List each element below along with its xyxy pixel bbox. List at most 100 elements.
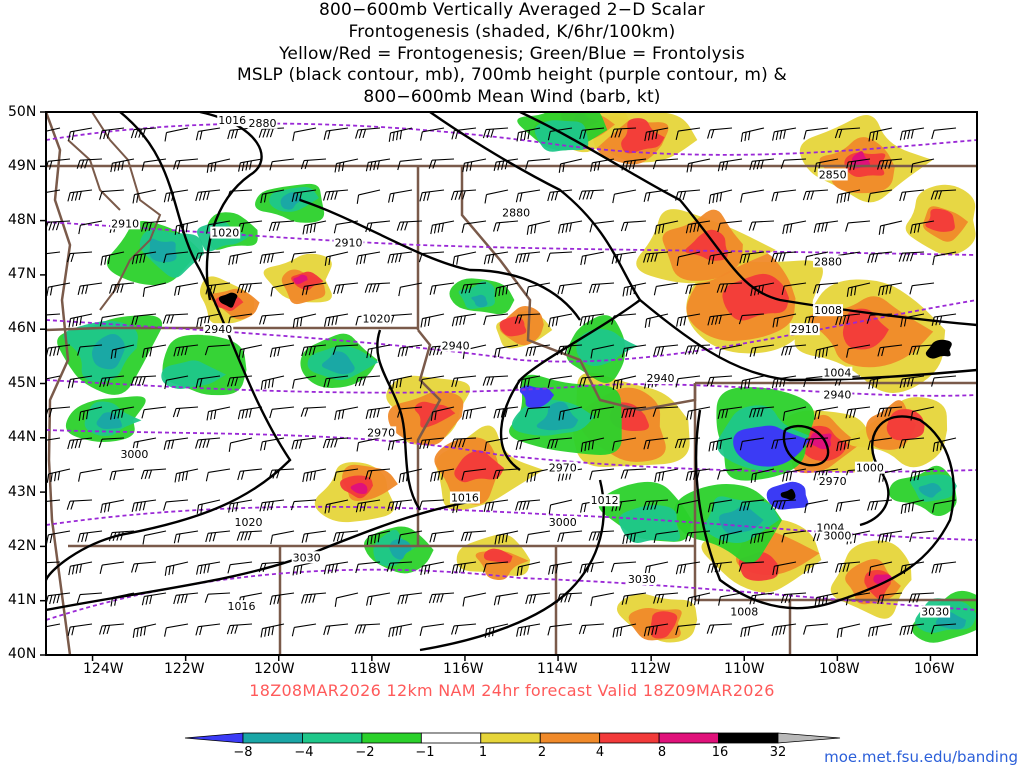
wind-barb-flag (164, 627, 167, 637)
wind-barb-flag (621, 161, 625, 171)
wind-barb-flag (99, 378, 103, 388)
wind-barb-staff (46, 189, 61, 194)
lat-label-50n: 50N (8, 104, 37, 120)
colorbar (184, 732, 841, 744)
wind-barb-flag (578, 625, 583, 635)
wind-barb-flag (497, 348, 501, 358)
wind-barb-flag (324, 317, 327, 327)
wind-barb-flag (355, 564, 359, 574)
source-credit-link[interactable]: moe.met.fsu.edu/banding (824, 748, 1018, 766)
wind-barb-flag (938, 563, 943, 573)
wind-barb-flag (465, 162, 469, 172)
wind-barb-flag (646, 501, 651, 511)
wind-barb-flag (57, 471, 61, 481)
wind-barb-flag (710, 129, 715, 139)
wind-barb-flag (843, 440, 847, 450)
wind-barb-flag (173, 160, 177, 170)
wind-barb-flag (582, 129, 587, 139)
wind-barb-staff (528, 282, 551, 288)
wind-barb-flag (401, 595, 405, 605)
wind-barb-flag (760, 159, 764, 169)
wind-barb-staff (80, 468, 103, 474)
wind-barb-flag (712, 194, 715, 204)
wind-barb-flag (312, 345, 316, 355)
wind-barb-flag (642, 501, 647, 511)
wind-barb-flag (492, 470, 497, 480)
wind-barb-flag (725, 408, 729, 418)
wind-barb-flag (498, 534, 501, 544)
wind-barb-flag (494, 287, 498, 297)
wind-barb-flag (619, 253, 623, 263)
wind-barb-flag (451, 130, 455, 140)
wind-barb-flag (564, 593, 569, 603)
wind-barb-flag (428, 159, 433, 169)
wind-barb-staff (166, 499, 189, 503)
wind-barb-flag (199, 626, 203, 636)
wind-barb-staff (208, 592, 231, 595)
wind-barb-flag (780, 159, 785, 169)
wind-barb-flag (166, 314, 171, 324)
wind-barb-flag (78, 411, 82, 421)
lat-label-44n: 44N (8, 429, 37, 445)
wind-barb-flag (821, 595, 825, 605)
wind-barb-staff (80, 344, 103, 348)
wind-barb-flag (557, 533, 561, 543)
wind-barb-flag (237, 471, 241, 481)
wind-barb-flag (783, 129, 786, 139)
wind-barb-flag (597, 409, 601, 419)
wind-barb-flag (761, 284, 764, 295)
wind-barb-flag (885, 285, 889, 295)
wind-barb-flag (781, 500, 786, 510)
wind-barb-flag (53, 346, 57, 356)
wind-barb-flag (455, 130, 459, 140)
wind-barb-flag (419, 379, 423, 389)
wind-barb-flag (643, 440, 647, 450)
wind-barb-flag (450, 438, 455, 448)
wind-barb-staff (46, 499, 61, 503)
wind-barb-staff (166, 375, 189, 381)
wind-barb-flag (376, 408, 380, 418)
wind-barb-flag (888, 407, 892, 417)
wind-barb-flag (782, 252, 786, 262)
wind-barb-flag (235, 254, 239, 264)
wind-barb-flag (740, 628, 743, 638)
mslp-contour-label: 1016 (451, 492, 479, 505)
wind-barb-flag (368, 222, 373, 232)
title-line-5: 800−600mb Mean Wind (barb, kt) (363, 87, 661, 108)
wind-barb-flag (878, 473, 882, 483)
wind-barb-flag (483, 316, 487, 326)
wind-barb-flag (775, 626, 779, 636)
wind-barb-flag (693, 470, 697, 480)
wind-barb-staff (806, 499, 829, 505)
frontogenesis-blob (519, 385, 555, 408)
wind-barb-flag (308, 346, 313, 356)
wind-barb-flag (387, 441, 391, 451)
frontogenesis-blob (722, 273, 790, 321)
wind-barb-flag (427, 316, 431, 326)
wind-barb-flag (818, 349, 821, 359)
wind-barb-flag (610, 128, 615, 138)
wind-barb-flag (621, 595, 625, 605)
wind-barb-flag (753, 347, 757, 357)
wind-barb-flag (205, 285, 209, 295)
wind-barb-flag (874, 501, 879, 511)
wind-barb-flag (459, 563, 463, 573)
wind-barb-flag (738, 315, 743, 325)
wind-barb-flag (596, 283, 601, 293)
wind-barb-flag (744, 379, 747, 389)
wind-barb-flag (264, 627, 267, 637)
wind-barb-staff (46, 251, 61, 255)
wind-barb-flag (853, 160, 857, 170)
wind-barb-flag (79, 563, 82, 574)
wind-barb-flag (68, 131, 71, 141)
wind-barb-flag (555, 316, 559, 326)
wind-barb-flag (834, 129, 839, 139)
wind-barb-staff (230, 189, 253, 192)
wind-barb-flag (647, 192, 651, 202)
wind-barb-flag (749, 161, 753, 171)
wind-barb-flag (725, 161, 729, 171)
wind-barb-flag (330, 191, 335, 201)
mslp-contour-label-bg (233, 515, 264, 528)
wind-barb-flag (561, 285, 565, 295)
wind-barb-flag (168, 566, 171, 576)
